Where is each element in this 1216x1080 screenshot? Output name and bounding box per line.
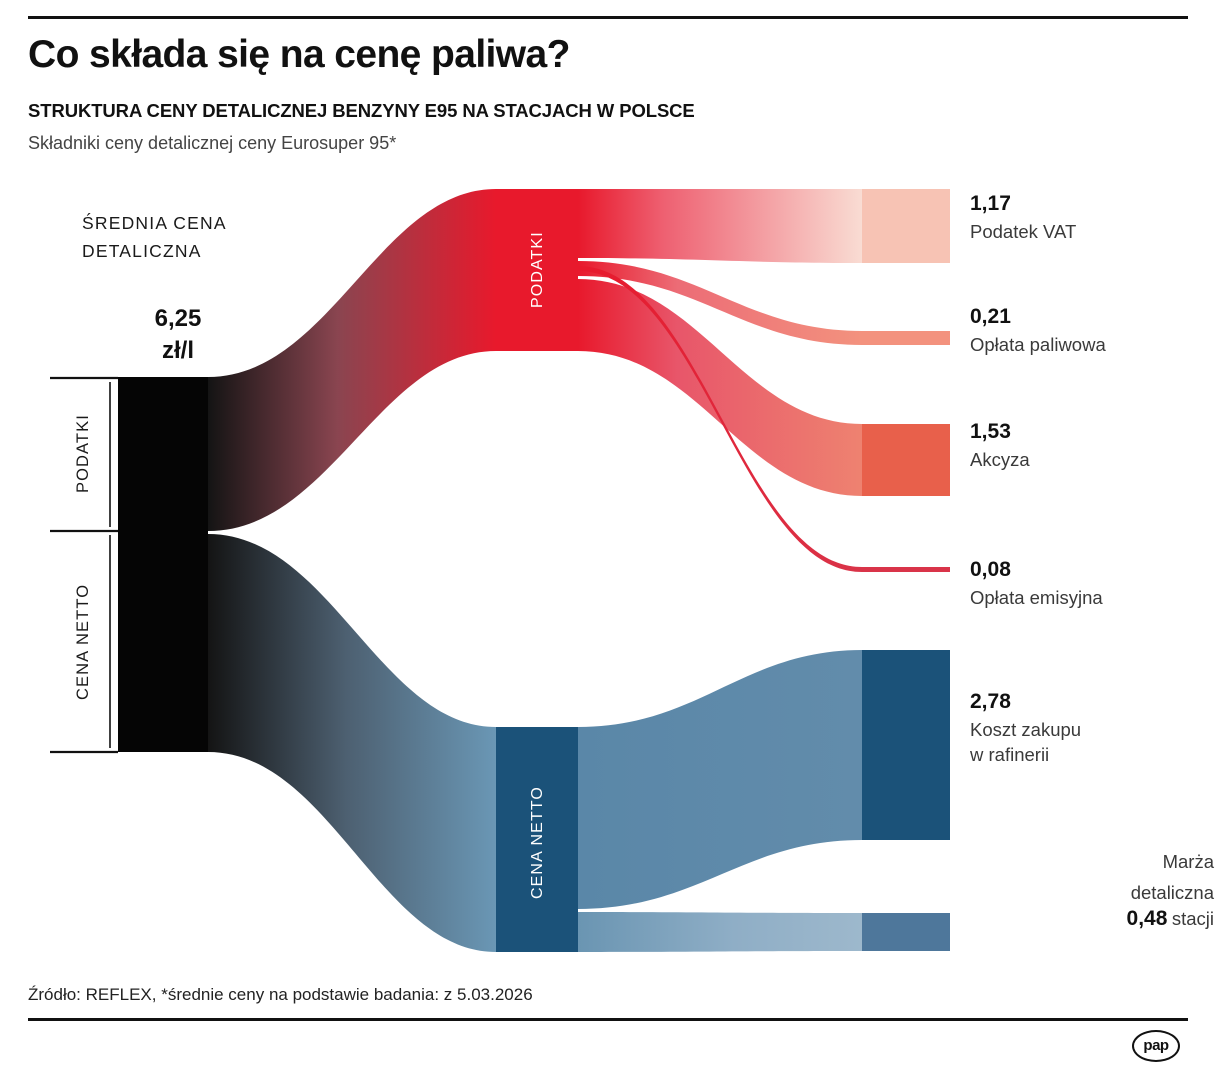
legend-label-marza-line2: detaliczna [1130,881,1214,903]
legend-label-marza-line1: Marża [1162,851,1214,872]
legend-label-koszt-rafinerii: Koszt zakupu w rafinerii [970,717,1214,767]
pap-logo: pap [1132,1030,1180,1062]
legend-value-oplata-paliwowa: 0,21 [970,305,1011,328]
source-node-value: 6,25 zł/l [118,303,238,367]
node-marza [862,913,950,951]
source-note: Źródło: REFLEX, *średnie ceny na podstaw… [28,985,533,1004]
page-subtitle: STRUKTURA CENY DETALICZNEJ BENZYNY E95 N… [28,100,695,121]
legend-item-akcyza: 1,53 Akcyza [970,420,1214,472]
flow-cena-netto-to-koszt-rafinerii [578,650,862,909]
pap-logo-wordmark: pap [1143,1036,1169,1054]
flow-podatki-to-oplata-emisyjna [578,266,862,572]
legend-value-marza: 0,48 [1126,907,1168,931]
flow-total-to-cena-netto [208,534,496,952]
pap-logo-ring: pap [1132,1030,1180,1062]
legend-label-akcyza: Akcyza [970,448,1030,470]
legend-value-oplata-emisyjna: 0,08 [970,558,1011,581]
legend-marza-last-line: 0,48 stacji [940,907,1214,931]
page-sub-subtitle: Składniki ceny detalicznej ceny Eurosupe… [28,133,397,153]
legend-item-koszt-rafinerii: 2,78 Koszt zakupu w rafinerii [970,690,1214,767]
legend-label-oplata-emisyjna: Opłata emisyjna [970,586,1103,608]
node-vat [862,189,950,263]
legend-item-vat: 1,17 Podatek VAT [970,192,1214,244]
flow-podatki-to-oplata-paliwowa [578,261,862,345]
legend-item-marza: Marża detaliczna 0,48 stacji [940,846,1214,931]
page-title: Co składa się na cenę paliwa? [28,33,570,76]
legend-label-koszt-rafinerii-line1: Koszt zakupu [970,718,1082,740]
legend-label-oplata-paliwowa: Opłata paliwowa [970,333,1106,355]
footer-rule [28,1018,1188,1021]
header-top-rule [28,16,1188,19]
node-akcyza [862,424,950,496]
source-node-caption: ŚREDNIA CENA DETALICZNA [82,213,226,262]
node-koszt-rafinerii [862,650,950,840]
node-label-podatki: PODATKI [529,231,546,309]
node-oplata-paliwowa [862,331,950,345]
node-label-cena-netto: CENA NETTO [529,786,546,900]
node-total [118,377,208,752]
legend-value-vat: 1,17 [970,192,1011,215]
source-node-unit: zł/l [161,337,194,365]
flow-podatki-to-vat [578,189,862,263]
bracket-label-podatki: PODATKI [74,414,92,494]
legend-label-vat: Podatek VAT [970,220,1077,242]
legend-value-akcyza: 1,53 [970,420,1011,443]
node-oplata-emisyjna [862,567,950,572]
flow-podatki-to-akcyza [578,279,862,496]
bracket-label-cena-netto: CENA NETTO [74,583,92,701]
legend-label-koszt-rafinerii-line2: w rafinerii [970,743,1050,765]
legend-value-koszt-rafinerii: 2,78 [970,690,1011,713]
flow-cena-netto-to-marza [578,912,862,952]
legend-item-oplata-paliwowa: 0,21 Opłata paliwowa [970,305,1214,357]
source-node-amount: 6,25 [154,305,202,332]
legend-item-oplata-emisyjna: 0,08 Opłata emisyjna [970,558,1214,610]
legend-label-marza-line3: stacji [1171,908,1214,930]
